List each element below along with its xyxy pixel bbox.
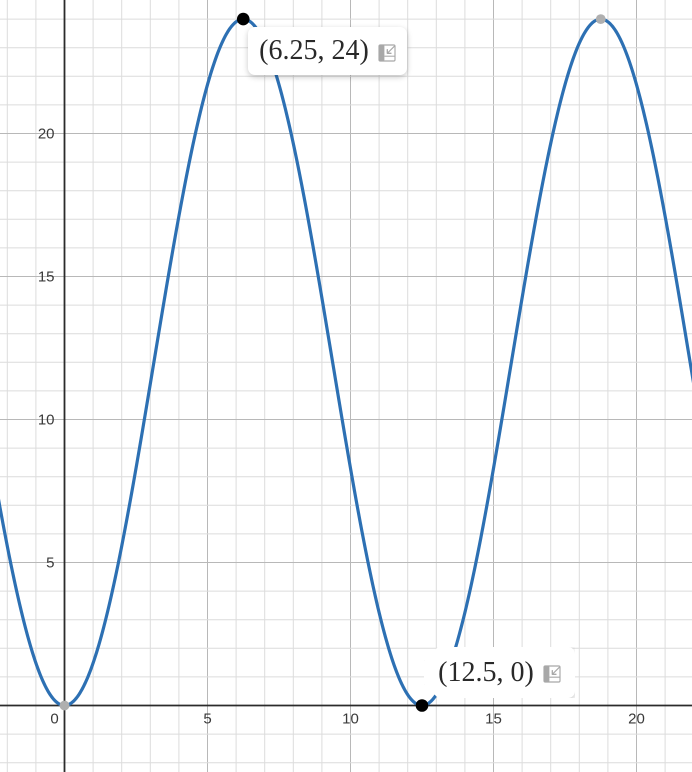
svg-text:10: 10 xyxy=(342,711,359,728)
svg-text:15: 15 xyxy=(38,269,55,286)
svg-text:5: 5 xyxy=(203,711,211,728)
svg-text:15: 15 xyxy=(485,711,502,728)
svg-text:20: 20 xyxy=(38,126,55,143)
svg-text:20: 20 xyxy=(628,711,645,728)
svg-text:10: 10 xyxy=(38,412,55,429)
svg-text:0: 0 xyxy=(50,711,58,728)
svg-text:5: 5 xyxy=(46,555,54,572)
